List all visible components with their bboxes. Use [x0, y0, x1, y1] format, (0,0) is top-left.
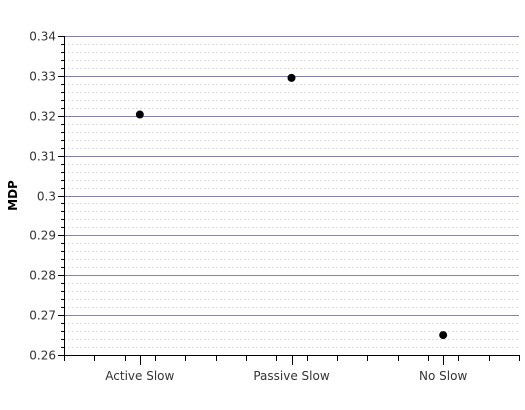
- y-tick-label: 0.34: [29, 30, 56, 44]
- y-tick-label: 0.28: [29, 269, 56, 283]
- grid: [64, 36, 519, 348]
- y-axis-title: MDP: [6, 180, 20, 211]
- y-tick-label: 0.32: [29, 110, 56, 124]
- data-point: [287, 73, 296, 82]
- data-points: [135, 73, 448, 340]
- y-tick-label: 0.3: [37, 190, 56, 204]
- x-tick-label: Passive Slow: [253, 369, 329, 383]
- x-tick-label: Active Slow: [105, 369, 174, 383]
- data-point: [439, 331, 448, 340]
- y-axis-ticks: 0.34 0.33 0.32 0.31 0.3 0.29 0.28 0.27 0.26: [29, 30, 64, 363]
- y-tick-label: 0.33: [29, 70, 56, 84]
- y-tick-label: 0.27: [29, 309, 56, 323]
- y-tick-label: 0.31: [29, 150, 56, 164]
- y-tick-label: 0.26: [29, 349, 56, 363]
- y-tick-label: 0.29: [29, 229, 56, 243]
- x-axis-ticks: Active Slow Passive Slow No Slow: [64, 355, 520, 383]
- data-point: [135, 110, 144, 119]
- x-tick-label: No Slow: [419, 369, 467, 383]
